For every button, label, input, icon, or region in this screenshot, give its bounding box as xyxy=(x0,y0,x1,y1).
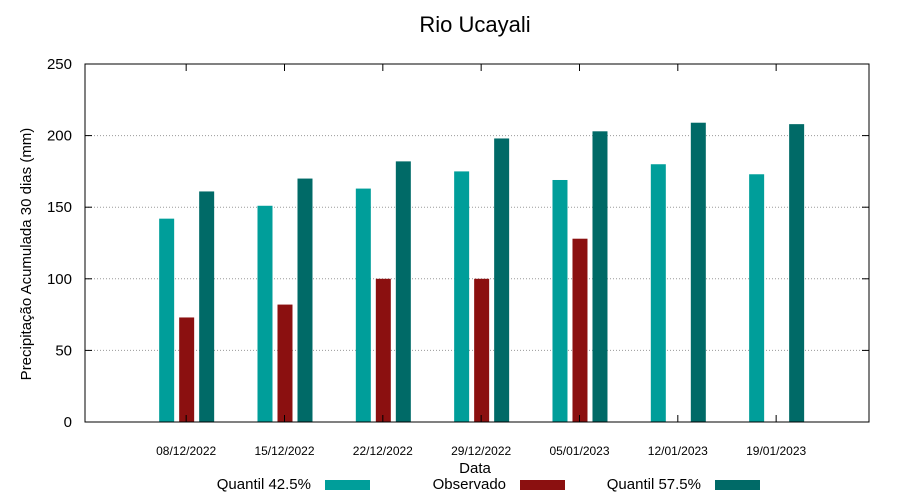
bar xyxy=(257,205,273,422)
x-tick-label: 22/12/2022 xyxy=(353,444,413,458)
bars xyxy=(159,122,805,423)
y-tick-label: 50 xyxy=(55,342,72,359)
y-tick-label: 200 xyxy=(47,128,72,145)
y-tick-label: 250 xyxy=(47,56,72,73)
x-tick-label: 12/01/2023 xyxy=(648,444,708,458)
y-tick-label: 0 xyxy=(64,414,72,431)
bar xyxy=(552,179,568,422)
bar xyxy=(454,171,470,422)
bar xyxy=(159,218,175,422)
bar xyxy=(650,164,666,423)
x-tick-label: 29/12/2022 xyxy=(451,444,511,458)
bar xyxy=(690,122,706,422)
y-tick-label: 100 xyxy=(47,271,72,288)
bar xyxy=(395,161,411,422)
y-axis-label: Precipitação Acumulada 30 dias (mm) xyxy=(18,128,35,381)
bar xyxy=(749,174,765,422)
y-axis-ticks: 0 50 100 150 200 250 xyxy=(47,56,869,431)
chart-title: Rio Ucayali xyxy=(419,12,530,37)
bar xyxy=(375,278,391,422)
bar xyxy=(179,317,195,422)
x-axis-ticks: 08/12/2022 15/12/2022 22/12/2022 29/12/2022… xyxy=(156,64,806,458)
y-tick-label: 150 xyxy=(47,199,72,216)
bar xyxy=(277,304,293,422)
x-tick-label: 19/01/2023 xyxy=(746,444,806,458)
legend: Quantil 42.5% Observado Quantil 57.5% xyxy=(217,476,760,493)
bar xyxy=(297,178,313,422)
x-tick-label: 15/12/2022 xyxy=(254,444,314,458)
bar xyxy=(355,188,371,422)
plot-frame xyxy=(84,63,870,423)
bar xyxy=(572,238,588,422)
legend-label: Observado xyxy=(433,476,506,493)
x-tick-label: 08/12/2022 xyxy=(156,444,216,458)
bar xyxy=(592,131,608,422)
x-axis-label: Data xyxy=(459,460,491,477)
bar xyxy=(199,191,215,422)
legend-swatch xyxy=(325,480,370,490)
bar xyxy=(494,138,510,423)
legend-label: Quantil 42.5% xyxy=(217,476,311,493)
legend-swatch xyxy=(715,480,760,490)
legend-label: Quantil 57.5% xyxy=(607,476,701,493)
x-tick-label: 05/01/2023 xyxy=(549,444,609,458)
legend-swatch xyxy=(520,480,565,490)
bar xyxy=(789,124,805,423)
bar xyxy=(474,278,490,422)
